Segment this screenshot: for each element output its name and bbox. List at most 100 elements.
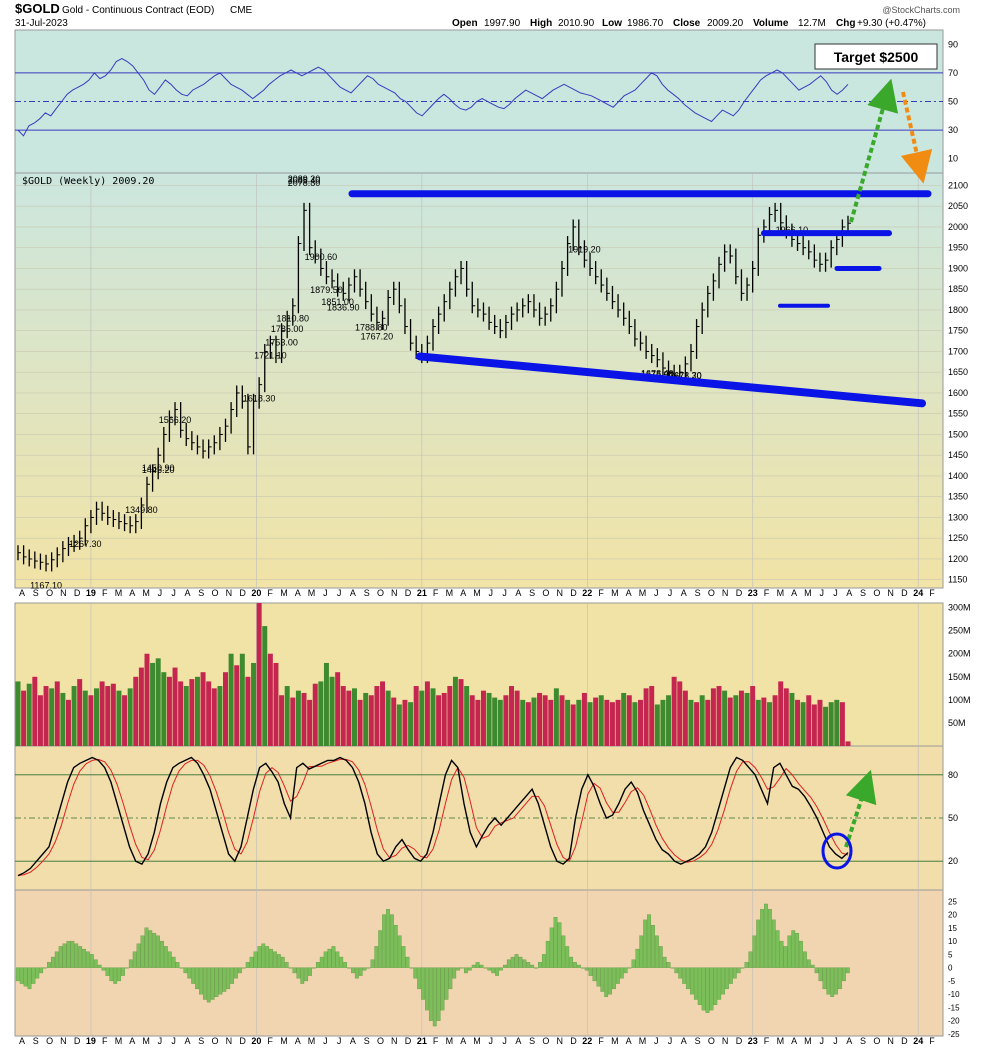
price-tick-label: 1850 bbox=[948, 284, 968, 294]
macd-hist-bar bbox=[631, 959, 636, 968]
open-label: Open bbox=[452, 18, 478, 29]
macd-hist-bar bbox=[43, 967, 47, 969]
macd-hist-bar bbox=[89, 954, 94, 968]
macd-hist-bar bbox=[471, 964, 476, 968]
x-axis-label: S bbox=[364, 1036, 370, 1046]
x-axis-label: D bbox=[239, 1036, 246, 1046]
volume-bar bbox=[234, 665, 240, 746]
price-annotation: 1671.70 bbox=[669, 371, 702, 381]
volume-bar bbox=[239, 653, 245, 746]
x-axis-label: J bbox=[337, 1036, 342, 1046]
macd-hist-bar bbox=[19, 967, 24, 984]
volume-bar bbox=[138, 667, 144, 746]
volume-bar bbox=[396, 704, 402, 746]
volume-bar bbox=[593, 697, 599, 746]
macd-hist-bar bbox=[273, 951, 277, 968]
macd-hist-bar bbox=[136, 943, 141, 968]
x-axis-label: N bbox=[226, 1036, 233, 1046]
x-axis-label: D bbox=[239, 588, 246, 598]
volume-bar bbox=[307, 699, 313, 746]
volume-bar bbox=[772, 695, 778, 746]
macd-hist-bar bbox=[109, 967, 114, 982]
volume-bar bbox=[632, 702, 638, 746]
macd-hist-bar bbox=[608, 967, 612, 995]
macd-hist-bar bbox=[487, 967, 492, 971]
price-tick-label: 1750 bbox=[948, 326, 968, 336]
macd-hist-bar bbox=[748, 951, 753, 968]
volume-bar bbox=[49, 688, 55, 746]
macd-hist-bar bbox=[467, 967, 472, 971]
macd-hist-bar bbox=[623, 967, 628, 974]
volume-bar bbox=[458, 679, 464, 746]
volume-bar bbox=[537, 692, 543, 746]
price-annotation: 1879.50 bbox=[310, 285, 343, 295]
macd-hist-bar bbox=[526, 962, 531, 968]
volume-bar bbox=[26, 683, 32, 746]
macd-hist-bar bbox=[721, 967, 725, 995]
macd-hist-bar bbox=[101, 967, 106, 971]
x-axis-label: A bbox=[129, 588, 135, 598]
macd-hist-bar bbox=[241, 967, 246, 969]
x-axis-label: 21 bbox=[417, 588, 427, 598]
volume-bar bbox=[223, 672, 228, 746]
volume-bar bbox=[402, 699, 408, 746]
volume-bar bbox=[682, 690, 688, 746]
x-axis-label: S bbox=[529, 588, 535, 598]
orange-down-arrow bbox=[900, 91, 933, 184]
macd-hist-bar bbox=[838, 967, 842, 990]
stoch-slow-line bbox=[17, 758, 849, 877]
volume-bar bbox=[621, 692, 627, 746]
volume-bar bbox=[705, 699, 711, 746]
volume-bar bbox=[206, 681, 212, 746]
x-axis-label: 24 bbox=[913, 588, 923, 598]
volume-bar bbox=[329, 676, 335, 746]
volume-bar bbox=[374, 686, 380, 746]
macd-tick-label: -10 bbox=[948, 990, 960, 999]
macd-tick-label: 10 bbox=[948, 937, 957, 946]
x-axis-label: A bbox=[19, 588, 25, 598]
volume-bar bbox=[200, 672, 206, 746]
x-axis-label: M bbox=[639, 588, 647, 598]
volume-bar bbox=[464, 686, 470, 746]
macd-hist-bar bbox=[339, 956, 344, 968]
x-axis-label: A bbox=[129, 1036, 135, 1046]
macd-hist-bar bbox=[460, 967, 464, 969]
low-label: Low bbox=[602, 18, 622, 29]
exchange: CME bbox=[230, 5, 253, 16]
macd-hist-bar bbox=[538, 962, 542, 968]
price-annotation: 1785.00 bbox=[271, 324, 304, 334]
macd-hist-bar bbox=[779, 940, 784, 968]
x-axis-label: M bbox=[308, 588, 316, 598]
x-axis-label: D bbox=[901, 1036, 908, 1046]
macd-hist-bar bbox=[658, 946, 663, 968]
macd-hist-bar bbox=[206, 967, 211, 1003]
volume-bar bbox=[413, 686, 419, 746]
volume-bar bbox=[671, 676, 677, 746]
macd-hist-bar bbox=[573, 962, 577, 968]
x-axis-label: O bbox=[708, 588, 715, 598]
macd-hist-bar bbox=[35, 967, 40, 979]
volume-bar bbox=[795, 699, 801, 746]
x-axis-label: D bbox=[736, 1036, 743, 1046]
macd-hist-bar bbox=[93, 959, 98, 968]
x-axis-label: O bbox=[542, 1036, 549, 1046]
macd-hist-bar bbox=[378, 930, 383, 968]
volume-bar bbox=[77, 679, 83, 746]
volume-bar bbox=[245, 676, 251, 746]
price-tick-label: 1550 bbox=[948, 409, 968, 419]
macd-hist-bar bbox=[514, 954, 519, 968]
macd-hist-bar bbox=[144, 927, 149, 968]
volume-bar bbox=[452, 676, 458, 746]
macd-hist-bar bbox=[428, 967, 433, 1021]
x-axis-label: N bbox=[722, 1036, 729, 1046]
volume-bar bbox=[626, 695, 632, 746]
macd-hist-bar bbox=[577, 964, 581, 968]
macd-hist-bar bbox=[448, 967, 453, 990]
volume-bar bbox=[144, 653, 150, 746]
macd-hist-bar bbox=[592, 967, 597, 982]
x-axis-label: F bbox=[102, 588, 108, 598]
volume-bar bbox=[357, 699, 363, 746]
macd-hist-bar bbox=[619, 967, 624, 979]
macd-hist-bar bbox=[534, 967, 538, 969]
macd-hist-bar bbox=[315, 962, 320, 968]
